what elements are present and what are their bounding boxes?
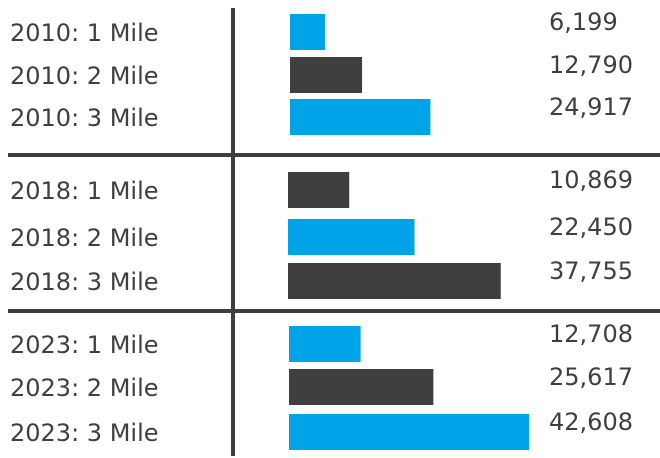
category-label: 2023: 2 Mile (10, 374, 159, 402)
category-label: 2010: 3 Mile (10, 104, 159, 132)
value-label: 12,708 (549, 320, 633, 348)
value-label: 22,450 (549, 213, 633, 241)
value-label: 10,869 (549, 166, 633, 194)
bars-layer (288, 14, 530, 450)
category-labels: 2010: 1 Mile 2010: 2 Mile 2010: 3 Mile 2018… (10, 19, 159, 447)
category-label: 2010: 1 Mile (10, 19, 159, 47)
bar (289, 326, 361, 362)
value-label: 37,755 (549, 257, 633, 285)
value-label: 24,917 (549, 93, 633, 121)
bar (289, 369, 434, 405)
bar (290, 14, 325, 50)
value-labels: 6,199 12,790 24,917 10,869 22,450 37,755 12,70… (549, 8, 633, 436)
bar (290, 57, 363, 93)
category-label: 2018: 3 Mile (10, 268, 159, 296)
bar (290, 99, 431, 135)
value-label: 25,617 (549, 363, 633, 391)
category-label: 2023: 1 Mile (10, 331, 159, 359)
value-label: 12,790 (549, 51, 633, 79)
value-label: 6,199 (549, 8, 618, 36)
group-dividers (8, 8, 660, 456)
bar (288, 219, 415, 255)
category-label: 2018: 1 Mile (10, 177, 159, 205)
value-label: 42,608 (549, 408, 633, 436)
category-label: 2023: 3 Mile (10, 419, 159, 447)
category-label: 2010: 2 Mile (10, 62, 159, 90)
bar (289, 414, 530, 450)
bar (288, 263, 501, 299)
bar (288, 172, 350, 208)
category-label: 2018: 2 Mile (10, 224, 159, 252)
